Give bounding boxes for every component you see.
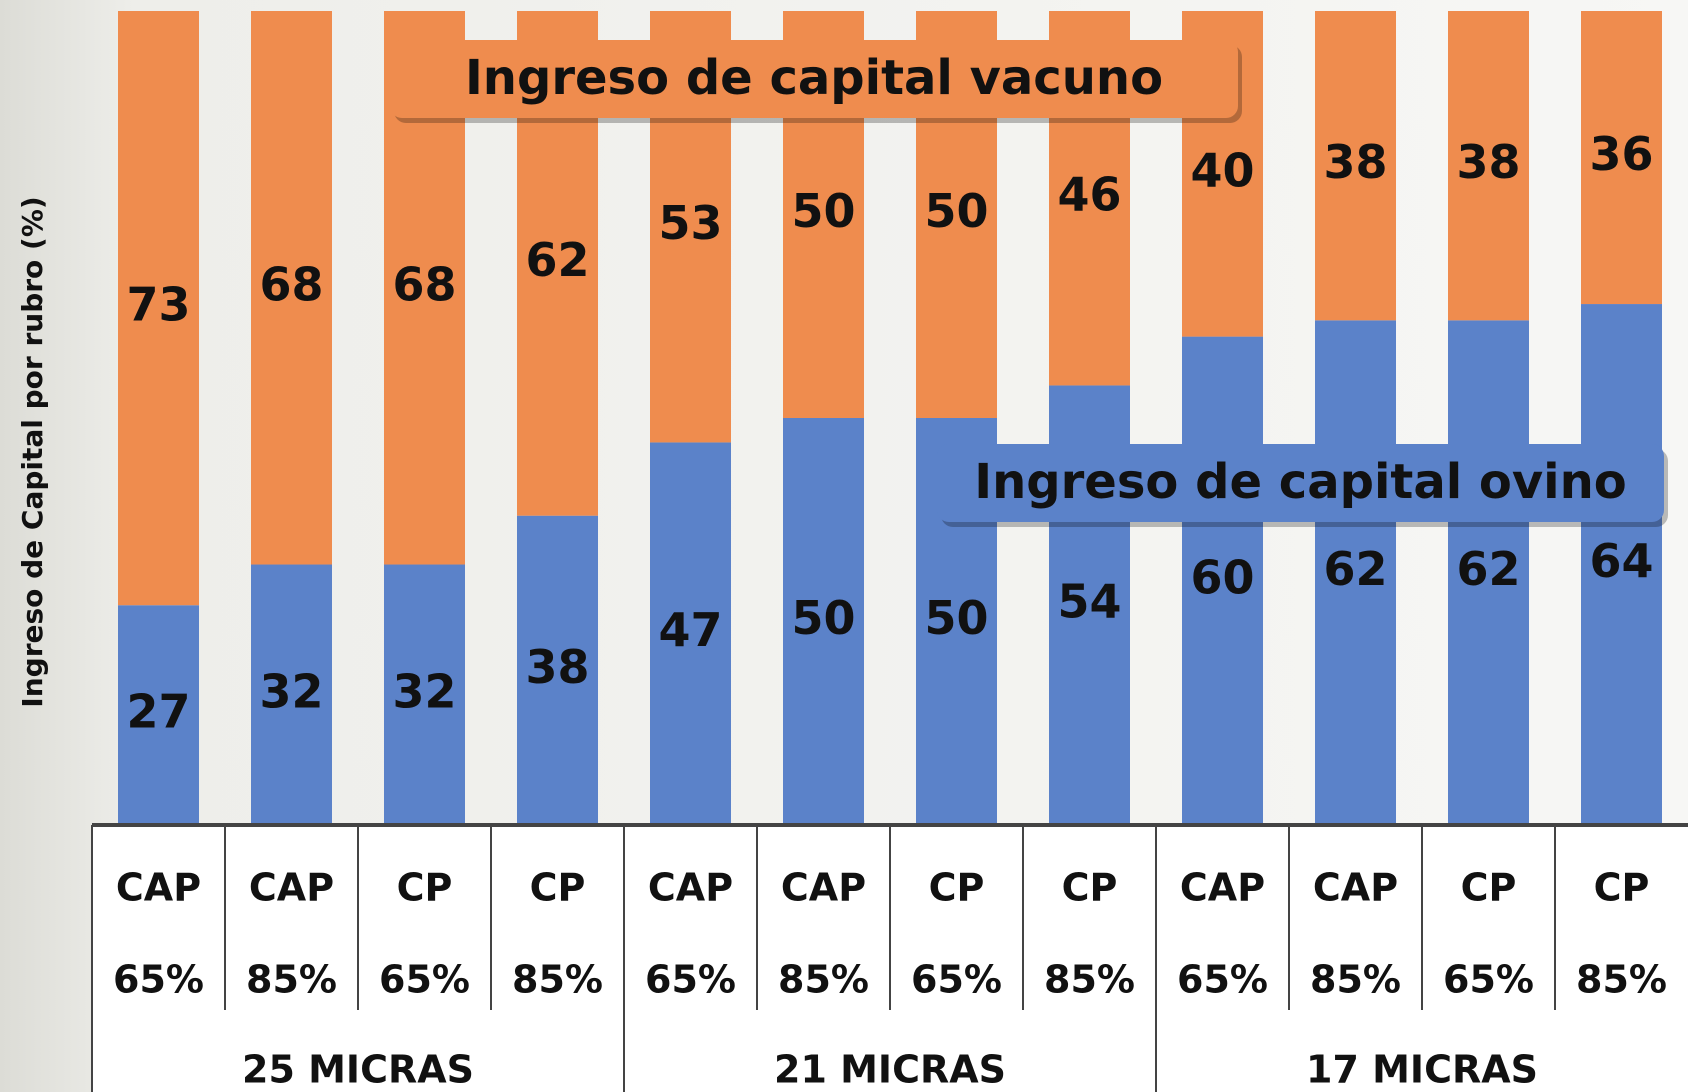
data-label: 68 [259, 257, 323, 311]
x-tick-label: CP [397, 866, 453, 910]
x-tick-label: 85% [1576, 958, 1667, 1002]
data-label: 38 [1456, 135, 1520, 189]
data-label: 50 [924, 591, 988, 645]
data-label: 32 [392, 664, 456, 718]
data-label: 62 [1323, 542, 1387, 596]
data-label: 53 [658, 196, 722, 250]
data-label: 60 [1190, 550, 1254, 604]
data-label: 46 [1057, 168, 1121, 222]
data-label: 50 [791, 184, 855, 238]
x-tick-label: 65% [911, 958, 1002, 1002]
x-tick-label: CAP [1313, 866, 1398, 910]
x-tick-label: 85% [1044, 958, 1135, 1002]
data-label: 40 [1190, 143, 1254, 197]
data-label: 64 [1589, 534, 1653, 588]
x-tick-label: CAP [249, 866, 334, 910]
data-label: 62 [1456, 542, 1520, 596]
x-tick-label: 85% [512, 958, 603, 1002]
x-tick-label: CP [1461, 866, 1517, 910]
legend-label: Ingreso de capital vacuno [465, 50, 1163, 106]
x-tick-label: 65% [113, 958, 204, 1002]
x-tick-label: CAP [1180, 866, 1265, 910]
x-tick-label: CAP [781, 866, 866, 910]
x-tick-label: 85% [778, 958, 869, 1002]
x-tick-label: CAP [116, 866, 201, 910]
data-label: 38 [1323, 135, 1387, 189]
data-label: 32 [259, 664, 323, 718]
group-label: 25 MICRAS [242, 1048, 474, 1092]
group-label: 21 MICRAS [774, 1048, 1006, 1092]
x-tick-label: CP [929, 866, 985, 910]
chart: Ingreso de Capital por rubro (%) 27 73 32 6… [0, 0, 1688, 1092]
data-label: 73 [126, 278, 190, 332]
legend-label: Ingreso de capital ovino [974, 454, 1627, 510]
x-tick-label: CP [1062, 866, 1118, 910]
x-tick-label: 85% [1310, 958, 1401, 1002]
data-label: 47 [658, 603, 722, 657]
data-label: 27 [126, 685, 190, 739]
x-tick-label: 65% [645, 958, 736, 1002]
x-tick-label: CP [1594, 866, 1650, 910]
y-axis-label: Ingreso de Capital por rubro (%) [16, 196, 49, 707]
group-label: 17 MICRAS [1306, 1048, 1538, 1092]
x-tick-label: 85% [246, 958, 337, 1002]
x-tick-label: 65% [1443, 958, 1534, 1002]
data-label: 54 [1057, 575, 1121, 629]
data-label: 62 [525, 233, 589, 287]
data-label: 50 [791, 591, 855, 645]
x-tick-label: CAP [648, 866, 733, 910]
data-label: 36 [1589, 127, 1653, 181]
x-tick-label: 65% [379, 958, 470, 1002]
data-label: 68 [392, 257, 456, 311]
data-label: 38 [525, 640, 589, 694]
x-tick-label: CP [530, 866, 586, 910]
data-label: 50 [924, 184, 988, 238]
x-tick-label: 65% [1177, 958, 1268, 1002]
